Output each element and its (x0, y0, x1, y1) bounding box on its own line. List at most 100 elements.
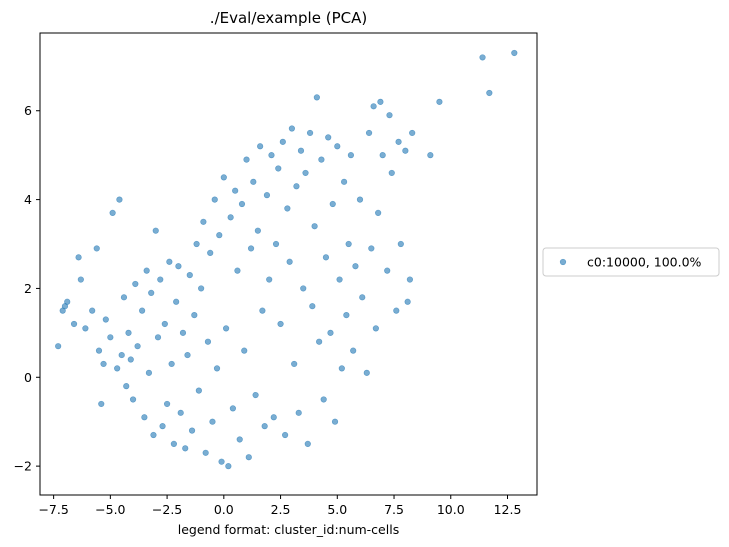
scatter-point (141, 414, 148, 421)
scatter-point (116, 196, 123, 203)
scatter-point (331, 418, 339, 425)
scatter-point (347, 152, 355, 159)
scatter-point (170, 440, 177, 448)
scatter-points (55, 49, 518, 470)
scatter-point (288, 125, 296, 132)
scatter-point (64, 298, 71, 305)
scatter-point (270, 414, 277, 421)
scatter-point (182, 445, 189, 452)
scatter-point (213, 365, 221, 372)
scatter-point (218, 458, 225, 465)
y-tick-label: 4 (24, 192, 32, 207)
x-axis-label: legend format: cluster_id:num-cells (178, 522, 399, 537)
x-axis: −7.5 −5.0 −2.5 0.0 2.5 5.0 7.5 10.0 12.5 (38, 495, 521, 517)
scatter-point (55, 343, 62, 350)
y-tick-label: 0 (24, 370, 32, 385)
scatter-point (143, 267, 150, 274)
scatter-point (365, 129, 373, 137)
scatter-point (89, 307, 96, 314)
scatter-point (316, 338, 323, 345)
scatter-point (127, 356, 134, 363)
x-tick-label: −5.0 (95, 502, 125, 517)
scatter-point (132, 280, 139, 288)
scatter-point (198, 285, 205, 292)
scatter-point (70, 320, 78, 328)
scatter-point (338, 365, 345, 372)
scatter-point (404, 298, 411, 305)
scatter-point (254, 227, 261, 234)
scatter-point (286, 258, 293, 265)
scatter-point (159, 423, 166, 430)
scatter-point (511, 49, 518, 57)
scatter-point (275, 165, 282, 172)
scatter-point (325, 134, 332, 141)
scatter-point (195, 387, 202, 394)
scatter-point (379, 152, 386, 159)
scatter-point (177, 409, 184, 416)
scatter-point (173, 298, 180, 305)
scatter-point (277, 320, 284, 328)
scatter-point (95, 347, 103, 354)
scatter-point (284, 205, 291, 212)
scatter-point (232, 187, 239, 194)
scatter-point (234, 267, 241, 274)
scatter-point (359, 294, 366, 301)
scatter-point (245, 454, 252, 461)
scatter-point (241, 347, 248, 354)
plot-frame (39, 32, 538, 496)
scatter-point (93, 245, 100, 252)
scatter-point (334, 143, 341, 150)
scatter-point (193, 240, 200, 248)
scatter-point (436, 98, 443, 105)
scatter-point (139, 307, 146, 314)
scatter-point (100, 360, 107, 368)
scatter-point (114, 365, 121, 372)
scatter-point (229, 405, 236, 412)
x-tick-label: −7.5 (38, 502, 68, 517)
scatter-point (154, 334, 162, 341)
scatter-point (216, 232, 223, 239)
scatter-point (363, 369, 370, 376)
scatter-point (479, 54, 486, 61)
scatter-point (384, 267, 391, 274)
x-tick-label: 5.0 (327, 502, 347, 517)
scatter-point (341, 178, 348, 185)
scatter-point (184, 351, 191, 359)
scatter-point (356, 196, 364, 203)
scatter-point (336, 276, 343, 283)
x-tick-label: −2.5 (152, 502, 182, 517)
scatter-point (486, 89, 493, 97)
scatter-point (98, 400, 105, 408)
scatter-point (388, 169, 395, 177)
scatter-point (150, 431, 157, 439)
scatter-point (370, 103, 377, 110)
scatter-point (220, 174, 227, 181)
scatter-point (134, 343, 141, 350)
x-tick-label: 10.0 (437, 502, 465, 517)
legend-marker (559, 258, 567, 266)
scatter-point (211, 196, 218, 203)
legend-frame (542, 247, 720, 277)
scatter-point (120, 294, 128, 301)
scatter-point (250, 178, 257, 185)
scatter-point (252, 391, 259, 399)
scatter-point (179, 329, 187, 336)
scatter-point (282, 431, 289, 439)
scatter-point (107, 334, 114, 341)
scatter-point (148, 289, 155, 296)
y-tick-label: 6 (24, 103, 32, 118)
scatter-point (309, 303, 316, 310)
scatter-point (272, 240, 280, 248)
scatter-point (311, 223, 318, 230)
scatter-point (427, 152, 434, 159)
scatter-point (145, 369, 153, 376)
scatter-point (322, 254, 330, 261)
x-tick-label: 7.5 (384, 502, 404, 517)
scatter-point (77, 276, 84, 283)
scatter-point (343, 311, 350, 319)
scatter-point (161, 320, 168, 328)
scatter-point (118, 351, 125, 359)
scatter-point (186, 272, 193, 279)
scatter-point (386, 112, 393, 119)
